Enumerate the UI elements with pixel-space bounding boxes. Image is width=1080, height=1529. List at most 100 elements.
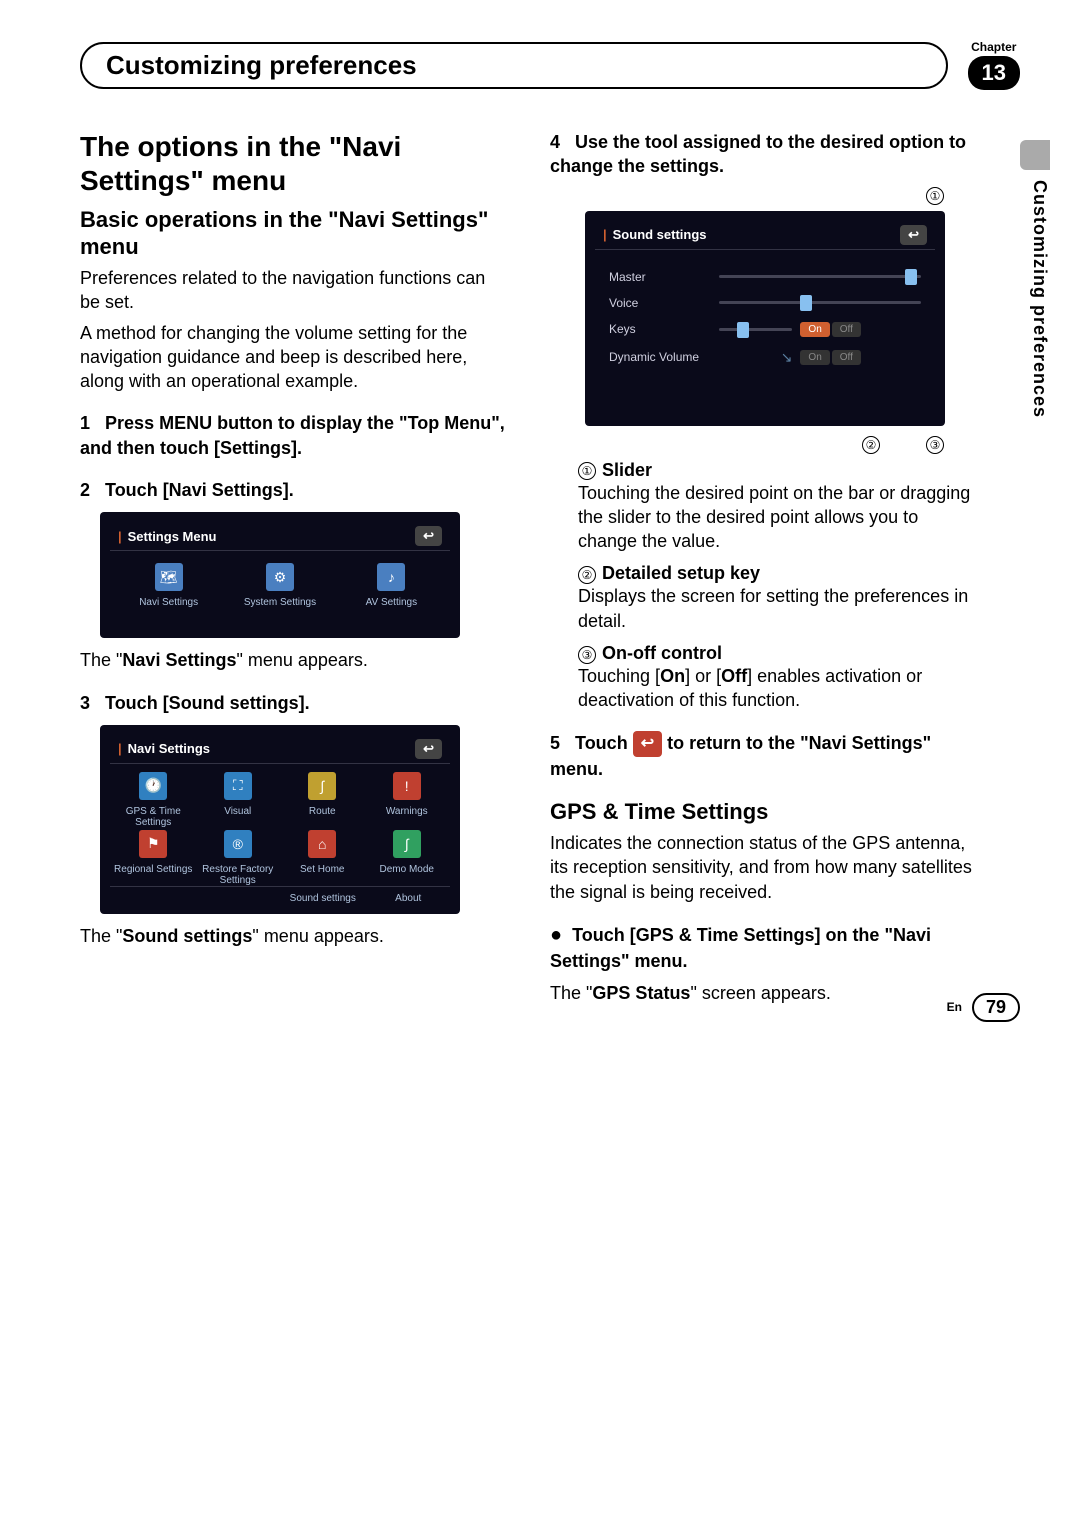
back-icon-inline: ↩: [633, 731, 662, 757]
c1a: The ": [80, 650, 122, 670]
voice-label: Voice: [609, 296, 719, 310]
warnings-item[interactable]: ! Warnings: [366, 772, 449, 828]
gps-time-item[interactable]: 🕐 GPS & Time Settings: [112, 772, 195, 828]
keys-onoff[interactable]: On Off: [800, 322, 861, 337]
step-num: 5: [550, 733, 560, 753]
intro-p2: A method for changing the volume setting…: [80, 321, 510, 394]
item-label: Demo Mode: [366, 864, 449, 875]
header-pill: Customizing preferences: [80, 42, 948, 89]
main-heading: The options in the "Navi Settings" menu: [80, 130, 510, 197]
chapter-number: 13: [968, 56, 1020, 90]
item-label: Regional Settings: [112, 864, 195, 875]
master-slider[interactable]: [719, 275, 921, 278]
item-label: Visual: [197, 806, 280, 817]
ss-row5: Sound settings About: [110, 886, 450, 904]
callout-bottom-row: ② ③: [550, 436, 980, 454]
detail-key[interactable]: ↘: [719, 349, 792, 366]
gps-body: Indicates the connection status of the G…: [550, 831, 980, 904]
item-label: Navi Settings: [116, 597, 221, 608]
ss-title: Sound settings: [613, 227, 900, 242]
item-label: GPS & Time Settings: [112, 806, 195, 828]
route-item[interactable]: ∫Route: [281, 772, 364, 828]
clock-icon: 🕐: [139, 772, 167, 800]
navi-settings-item[interactable]: 🗺 Navi Settings: [116, 563, 221, 608]
callout-3: ③: [926, 436, 944, 454]
master-row: Master: [605, 264, 925, 290]
step-text: Use the tool assigned to the desired opt…: [550, 132, 966, 176]
visual-item[interactable]: ⛶ Visual: [197, 772, 280, 828]
av-settings-item[interactable]: ♪ AV Settings: [339, 563, 444, 608]
def-title: On-off control: [602, 643, 722, 663]
ss-title: Settings Menu: [128, 529, 415, 544]
step-3: 3 Touch [Sound settings].: [80, 691, 510, 715]
screenshot-sound-settings: | Sound settings ↩ Master Voice Keys On: [585, 211, 945, 426]
gps-caption: The "GPS Status" screen appears.: [550, 981, 980, 1005]
item-label: AV Settings: [339, 597, 444, 608]
step-num: 2: [80, 480, 90, 500]
dynamic-row: Dynamic Volume ↘ On Off: [605, 343, 925, 372]
item-label: Restore Factory Settings: [197, 864, 280, 886]
voice-slider[interactable]: [719, 301, 921, 304]
h1-text: The options in the: [80, 131, 329, 162]
regional-item[interactable]: ⚑Regional Settings: [112, 830, 195, 886]
def-body: Touching [On] or [Off] enables activatio…: [578, 664, 980, 713]
page-header: Customizing preferences Chapter 13: [80, 40, 1020, 90]
item-label: Sound settings: [281, 893, 365, 904]
bullet-icon: ●: [550, 924, 562, 946]
dynamic-label: Dynamic Volume: [609, 350, 719, 364]
dynamic-onoff[interactable]: On Off: [800, 350, 861, 365]
sethome-item[interactable]: ⌂Set Home: [281, 830, 364, 886]
bullet-text: Touch [GPS & Time Settings] on the "Navi…: [550, 925, 931, 971]
left-column: The options in the "Navi Settings" menu …: [80, 130, 510, 1012]
demo-item[interactable]: ∫Demo Mode: [366, 830, 449, 886]
sub-heading: Basic operations in the "Navi Settings" …: [80, 207, 510, 260]
side-tab: [1020, 140, 1050, 170]
on-button[interactable]: On: [800, 350, 829, 365]
restore-item[interactable]: ®Restore Factory Settings: [197, 830, 280, 886]
ss-header: | Settings Menu ↩: [110, 522, 450, 551]
h2-text: Basic operations in the: [80, 207, 328, 232]
step-1: 1 Press MENU button to display the "Top …: [80, 411, 510, 460]
system-settings-item[interactable]: ⚙ System Settings: [227, 563, 332, 608]
warning-icon: !: [393, 772, 421, 800]
off-bold: Off: [721, 666, 747, 686]
gps-bullet: ●Touch [GPS & Time Settings] on the "Nav…: [550, 922, 980, 973]
callout-top-row: ①: [550, 187, 980, 205]
sound-settings-item[interactable]: Sound settings: [281, 893, 365, 904]
navi-icon: 🗺: [155, 563, 183, 591]
def-num: ②: [578, 566, 596, 584]
c2a: The ": [80, 926, 122, 946]
h1-text2: menu: [204, 165, 286, 196]
back-icon[interactable]: ↩: [415, 526, 442, 546]
def-title: Slider: [602, 460, 652, 480]
ss-header: | Sound settings ↩: [595, 221, 935, 250]
item-label: Warnings: [366, 806, 449, 817]
step-num: 1: [80, 413, 90, 433]
c1b: Navi Settings: [122, 650, 236, 670]
footer-lang: En: [947, 1000, 962, 1014]
keys-label: Keys: [609, 322, 719, 336]
step-text: Press MENU button to display the "Top Me…: [80, 413, 505, 457]
step-text: Touch [Navi Settings].: [105, 480, 294, 500]
t: ] or [: [685, 666, 721, 686]
screenshot-settings-menu: | Settings Menu ↩ 🗺 Navi Settings ⚙ Syst…: [100, 512, 460, 638]
def-body: Touching the desired point on the bar or…: [578, 481, 980, 554]
off-button[interactable]: Off: [832, 322, 861, 337]
back-icon[interactable]: ↩: [415, 739, 442, 759]
c2b: Sound settings: [122, 926, 252, 946]
t: Touching [: [578, 666, 660, 686]
t: The ": [550, 983, 592, 1003]
about-item[interactable]: About: [367, 893, 451, 904]
ss-grid: 🗺 Navi Settings ⚙ System Settings ♪ AV S…: [110, 551, 450, 628]
back-icon[interactable]: ↩: [900, 225, 927, 245]
off-button[interactable]: Off: [832, 350, 861, 365]
visual-icon: ⛶: [224, 772, 252, 800]
item-label: Set Home: [281, 864, 364, 875]
on-button[interactable]: On: [800, 322, 829, 337]
on-bold: On: [660, 666, 685, 686]
step-5: 5 Touch ↩ to return to the "Navi Setting…: [550, 731, 980, 781]
keys-slider[interactable]: [719, 328, 792, 331]
step-num: 4: [550, 132, 560, 152]
item-label: Route: [281, 806, 364, 817]
chapter-badge: Chapter 13: [968, 40, 1020, 90]
